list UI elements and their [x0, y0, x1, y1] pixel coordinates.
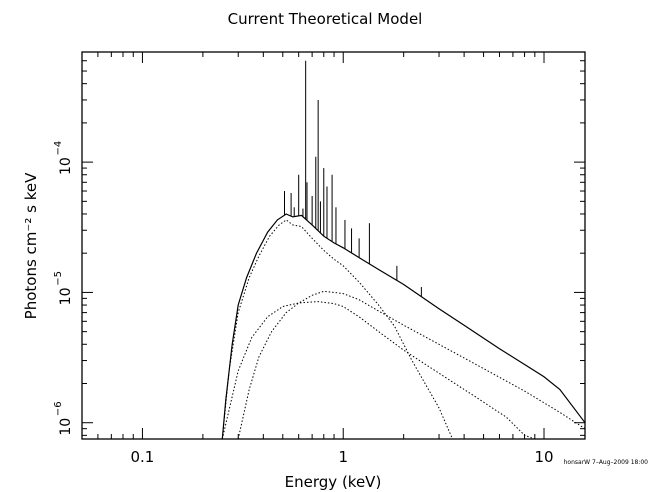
y-tick-label-exponent: −5 — [53, 271, 64, 286]
chart-title: Current Theoretical Model — [228, 10, 423, 28]
footer-stamp: honsarW 7–Aug–2009 18:00 — [564, 459, 649, 466]
series-layer — [221, 60, 585, 439]
y-tick-label: 10−4 — [53, 141, 74, 175]
y-tick-label-base: 10 — [58, 288, 74, 306]
y-tick-label-exponent: −4 — [53, 141, 64, 156]
y-tick-label-exponent: −6 — [53, 401, 64, 416]
y-tick-label-base: 10 — [58, 157, 74, 175]
y-tick-label-base: 10 — [58, 418, 74, 436]
series-3-curve — [221, 301, 535, 439]
x-tick-label: 10 — [534, 448, 553, 466]
y-axis-label: Photons cm⁻² s keV — [22, 172, 40, 319]
x-tick-label: 1 — [338, 448, 348, 466]
x-tick-label: 0.1 — [131, 448, 155, 466]
y-tick-label: 10−5 — [53, 271, 74, 305]
series-0-curve — [221, 213, 585, 439]
x-axis-label: Energy (keV) — [285, 473, 382, 491]
series-2-curve — [237, 290, 585, 439]
series-1-curve — [221, 219, 453, 439]
plot-frame — [81, 51, 586, 440]
y-tick-label: 10−6 — [53, 401, 74, 435]
